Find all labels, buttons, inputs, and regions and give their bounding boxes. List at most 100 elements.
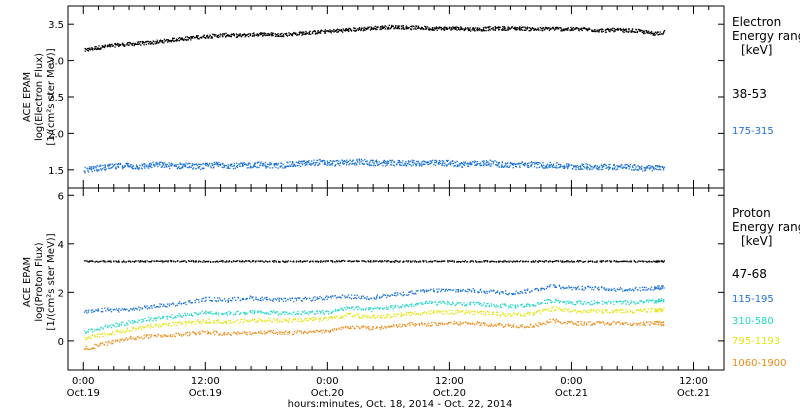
- data-point: [593, 165, 596, 167]
- data-point: [448, 309, 451, 312]
- data-point: [279, 297, 281, 299]
- data-point: [386, 164, 388, 166]
- data-point: [443, 27, 445, 29]
- data-point: [625, 30, 628, 33]
- data-point: [308, 311, 310, 313]
- data-point: [162, 324, 164, 326]
- data-point: [605, 302, 607, 304]
- data-point: [179, 314, 182, 317]
- data-point: [494, 26, 496, 28]
- data-point: [111, 343, 113, 345]
- data-point: [501, 260, 503, 263]
- data-point: [285, 260, 287, 262]
- data-point: [469, 27, 471, 29]
- data-point: [233, 331, 235, 334]
- data-point: [475, 260, 477, 263]
- data-point: [379, 316, 381, 318]
- data-point: [609, 312, 611, 314]
- data-point: [172, 37, 175, 40]
- data-point: [92, 347, 94, 350]
- data-point: [571, 28, 573, 30]
- data-point: [505, 29, 507, 31]
- data-point: [622, 311, 624, 314]
- data-point: [491, 160, 493, 162]
- data-point: [497, 260, 500, 262]
- data-point: [589, 167, 591, 170]
- data-point: [322, 312, 324, 314]
- data-point: [568, 165, 570, 167]
- data-point: [591, 286, 594, 289]
- data-point: [105, 341, 107, 343]
- data-point: [305, 260, 307, 262]
- data-point: [483, 162, 485, 164]
- data-point: [441, 301, 444, 303]
- data-point: [530, 161, 533, 163]
- data-point: [357, 306, 360, 308]
- data-point: [500, 29, 503, 31]
- data-point: [512, 164, 515, 166]
- data-point: [591, 304, 593, 306]
- data-point: [393, 161, 395, 163]
- data-point: [616, 309, 619, 311]
- data-point: [451, 289, 453, 291]
- data-point: [160, 303, 163, 305]
- data-point: [429, 28, 431, 30]
- data-point: [628, 303, 630, 306]
- data-point: [100, 169, 103, 171]
- data-point: [104, 45, 106, 47]
- data-point: [254, 162, 257, 164]
- data-point: [387, 294, 389, 296]
- data-point: [488, 164, 490, 166]
- data-point: [392, 308, 394, 310]
- data-point: [606, 167, 608, 169]
- data-point: [426, 312, 428, 315]
- data-point: [97, 345, 99, 347]
- data-point: [237, 34, 239, 36]
- data-point: [659, 288, 662, 290]
- data-point: [178, 301, 181, 303]
- data-point: [515, 165, 517, 168]
- data-point: [448, 288, 450, 291]
- data-point: [120, 324, 123, 326]
- data-point: [305, 298, 308, 300]
- data-point: [628, 165, 631, 167]
- data-point: [231, 300, 233, 302]
- data-point: [125, 261, 127, 263]
- data-point: [163, 164, 165, 166]
- data-point: [394, 305, 397, 308]
- data-point: [459, 163, 461, 165]
- data-point: [112, 324, 115, 326]
- data-point: [392, 294, 394, 296]
- data-point: [593, 166, 595, 168]
- data-point: [657, 285, 659, 287]
- data-point: [366, 28, 368, 30]
- data-point: [191, 260, 193, 262]
- data-point: [464, 311, 467, 314]
- data-point: [459, 289, 462, 291]
- data-point: [141, 260, 143, 262]
- data-point: [474, 304, 476, 306]
- data-point: [486, 161, 488, 163]
- data-point: [456, 26, 458, 28]
- data-point: [237, 260, 239, 262]
- data-point: [632, 166, 634, 168]
- data-point: [494, 305, 496, 307]
- data-point: [555, 162, 558, 164]
- data-point: [498, 163, 500, 165]
- data-point: [654, 34, 656, 36]
- data-point: [485, 160, 488, 162]
- data-point: [107, 307, 109, 309]
- data-point: [309, 30, 311, 33]
- data-point: [168, 303, 171, 305]
- data-point: [349, 159, 351, 161]
- data-point: [584, 167, 586, 169]
- data-point: [614, 29, 616, 31]
- data-point: [163, 334, 165, 336]
- data-point: [476, 311, 479, 313]
- data-point: [637, 30, 639, 33]
- data-point: [306, 260, 308, 262]
- data-point: [170, 41, 172, 43]
- data-point: [461, 163, 464, 165]
- data-point: [92, 167, 94, 170]
- data-point: [492, 313, 494, 315]
